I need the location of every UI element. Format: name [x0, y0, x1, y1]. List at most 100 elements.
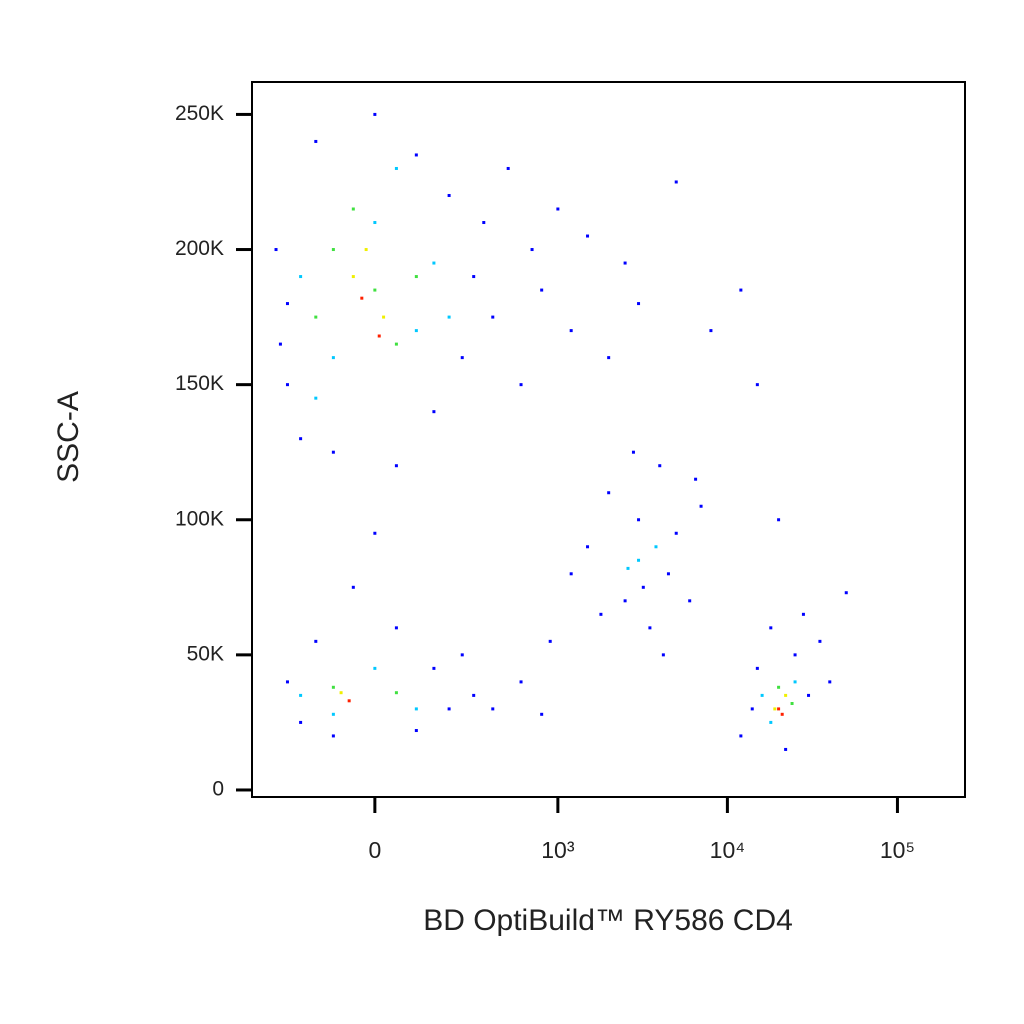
point: [394, 464, 398, 468]
point: [274, 248, 278, 252]
point: [790, 702, 794, 706]
point: [666, 572, 670, 576]
point: [654, 545, 658, 549]
point: [631, 450, 635, 454]
point: [314, 396, 318, 400]
point: [414, 329, 418, 333]
point: [658, 464, 662, 468]
point: [285, 383, 289, 387]
point: [331, 450, 335, 454]
point: [648, 626, 652, 630]
point: [793, 680, 797, 684]
point: [432, 261, 436, 265]
point: [331, 248, 335, 252]
point: [373, 112, 377, 116]
x-tick-label: 10⁴: [710, 837, 745, 863]
point: [351, 207, 355, 211]
point: [530, 248, 534, 252]
point: [569, 572, 573, 576]
point: [777, 518, 781, 522]
point: [760, 693, 764, 697]
x-tick-label: 0: [368, 837, 381, 863]
point: [623, 599, 627, 603]
point: [373, 288, 377, 292]
point: [661, 653, 665, 657]
point: [331, 685, 335, 689]
point: [314, 139, 318, 143]
point: [699, 504, 703, 508]
point: [432, 666, 436, 670]
point: [339, 691, 343, 695]
point: [694, 477, 698, 481]
point: [373, 666, 377, 670]
point: [472, 693, 476, 697]
y-axis-label: SSC-A: [52, 391, 85, 483]
point: [447, 193, 451, 197]
point: [607, 491, 611, 495]
point: [299, 693, 303, 697]
point: [709, 329, 713, 333]
point: [414, 153, 418, 157]
point: [739, 734, 743, 738]
point: [818, 639, 822, 643]
point: [491, 707, 495, 711]
point: [637, 518, 641, 522]
point: [347, 699, 351, 703]
point: [674, 531, 678, 535]
point: [299, 275, 303, 279]
point: [373, 531, 377, 535]
point: [414, 707, 418, 711]
point: [382, 315, 386, 319]
point: [351, 585, 355, 589]
point: [299, 437, 303, 441]
point: [750, 707, 754, 711]
point: [637, 302, 641, 306]
point: [394, 166, 398, 170]
point: [844, 591, 848, 595]
y-tick-label: 200K: [175, 237, 224, 260]
point: [641, 585, 645, 589]
point: [447, 707, 451, 711]
point: [331, 734, 335, 738]
point: [793, 653, 797, 657]
point: [472, 275, 476, 279]
point: [364, 248, 368, 252]
point: [519, 383, 523, 387]
point: [360, 296, 364, 300]
point: [801, 612, 805, 616]
x-axis-label: BD OptiBuild™ RY586 CD4: [423, 904, 793, 937]
y-tick-label: 0: [212, 778, 224, 801]
point: [331, 356, 335, 360]
point: [394, 342, 398, 346]
y-tick-label: 150K: [175, 372, 224, 395]
point: [447, 315, 451, 319]
point: [807, 693, 811, 697]
point: [674, 180, 678, 184]
point: [460, 356, 464, 360]
point: [394, 626, 398, 630]
point: [432, 410, 436, 414]
point: [828, 680, 832, 684]
y-tick-label: 50K: [187, 642, 224, 665]
point: [773, 707, 777, 711]
point: [299, 720, 303, 724]
point: [777, 707, 781, 711]
point: [569, 329, 573, 333]
point: [755, 666, 759, 670]
point: [637, 558, 641, 562]
point: [351, 275, 355, 279]
point: [780, 712, 784, 716]
point: [586, 234, 590, 238]
point: [519, 680, 523, 684]
y-tick-label: 100K: [175, 507, 224, 530]
point: [607, 356, 611, 360]
y-tick-label: 250K: [175, 102, 224, 125]
point: [540, 288, 544, 292]
point: [278, 342, 282, 346]
point: [755, 383, 759, 387]
x-tick-label: 10³: [541, 837, 575, 863]
x-tick-label: 10⁵: [880, 837, 915, 863]
point: [784, 693, 788, 697]
point: [394, 691, 398, 695]
